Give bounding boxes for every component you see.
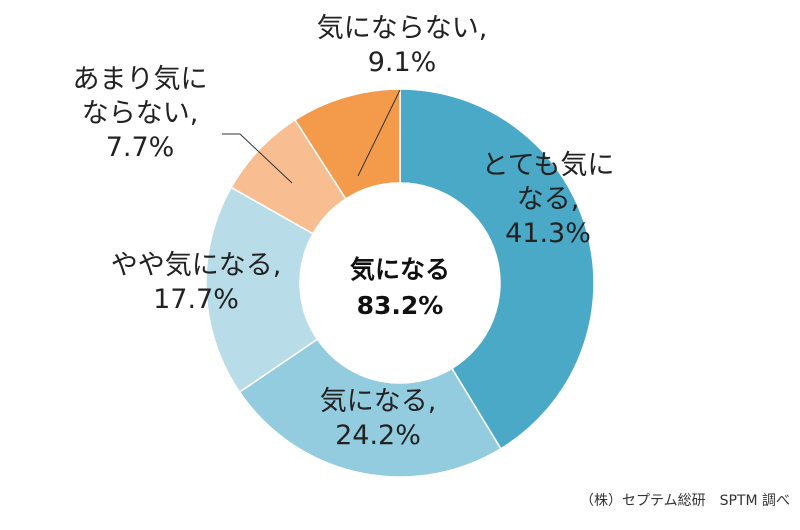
- slice-1: [399, 88, 595, 450]
- slice-4-leader-line: [222, 133, 293, 184]
- leader-lines: [222, 89, 401, 184]
- slice-5-label-line-2: 9.1%: [368, 47, 437, 78]
- slice-5: [293, 88, 401, 200]
- slice-3-label-line-2: 17.7%: [153, 284, 239, 315]
- slice-5-leader-line: [357, 89, 401, 177]
- slice-4-label-line-1: あまり気に: [73, 64, 208, 95]
- slice-1-label-line-2: なる,: [517, 184, 580, 215]
- slice-2: [238, 338, 502, 478]
- slice-3: [205, 186, 319, 394]
- source-note: （株）セプテム総研 SPTM 調べ: [580, 493, 790, 509]
- slices: [205, 88, 595, 478]
- center-label-title: 気になる: [350, 255, 450, 284]
- center-label-value: 83.2%: [357, 291, 444, 320]
- slice-5-label-line-1: 気にならない,: [317, 13, 488, 44]
- slice-4-label-line-3: 7.7%: [106, 132, 175, 163]
- slice-1-label-line-1: とても気に: [482, 150, 615, 181]
- slice-3-label-line-1: やや気になる,: [111, 250, 282, 281]
- slice-2-label-line-1: 気になる,: [320, 386, 437, 417]
- slice-2-label-line-2: 24.2%: [335, 420, 421, 451]
- slice-4-label-line-2: ならない,: [82, 98, 199, 129]
- slice-1-label-line-3: 41.3%: [505, 218, 591, 249]
